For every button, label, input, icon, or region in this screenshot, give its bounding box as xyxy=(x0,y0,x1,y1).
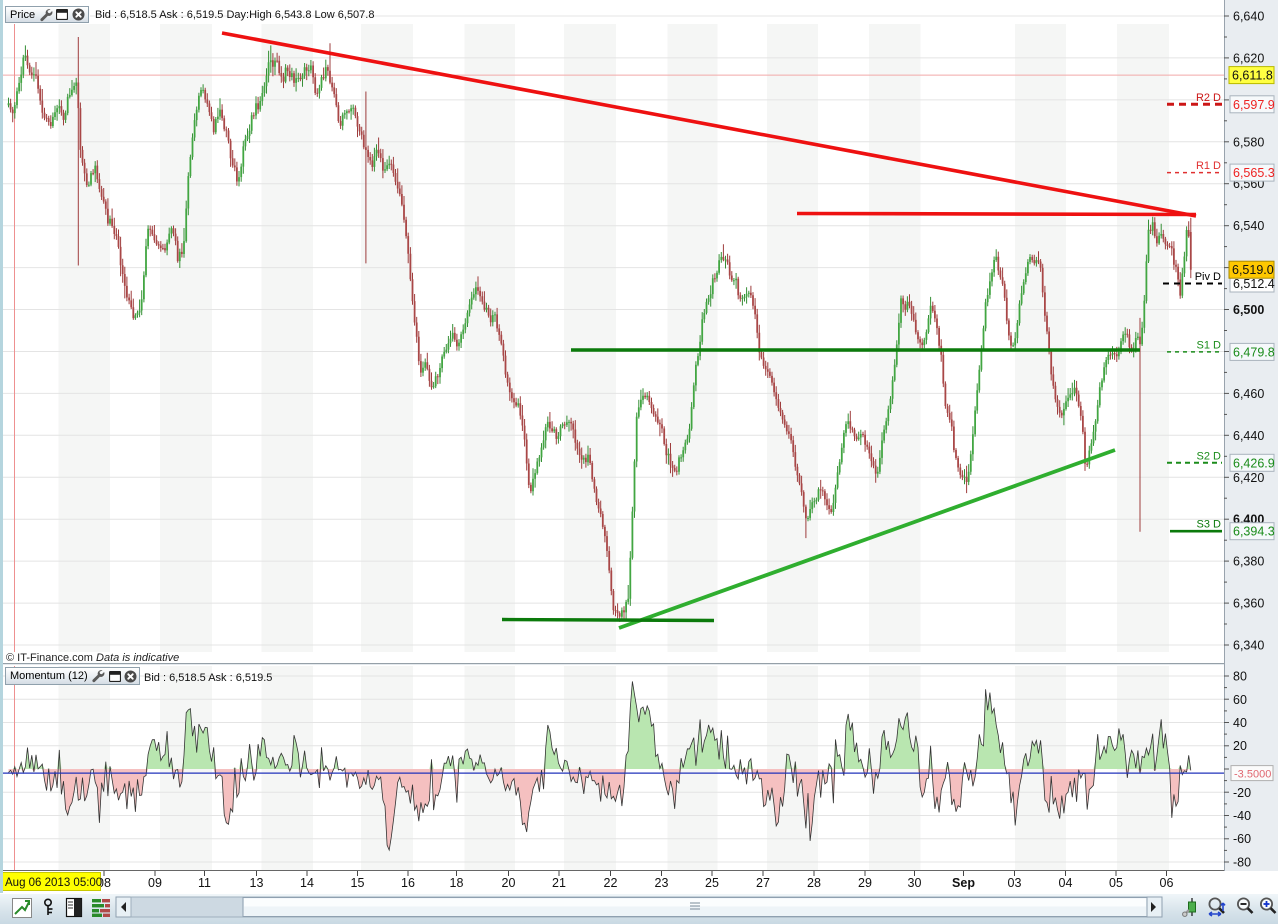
svg-text:23: 23 xyxy=(655,876,669,890)
svg-text:6,420: 6,420 xyxy=(1233,471,1264,485)
svg-text:18: 18 xyxy=(450,876,464,890)
svg-text:6,380: 6,380 xyxy=(1233,555,1264,569)
svg-text:R1 D: R1 D xyxy=(1196,160,1221,172)
svg-text:6,426.9: 6,426.9 xyxy=(1233,456,1275,470)
svg-text:-3.5000: -3.5000 xyxy=(1234,769,1271,781)
svg-text:6,500: 6,500 xyxy=(1233,303,1264,317)
svg-text:60: 60 xyxy=(1233,693,1247,707)
svg-text:20: 20 xyxy=(502,876,516,890)
svg-text:6,360: 6,360 xyxy=(1233,597,1264,611)
svg-text:R2 D: R2 D xyxy=(1196,92,1221,104)
svg-text:-60: -60 xyxy=(1233,832,1251,846)
svg-text:-40: -40 xyxy=(1233,809,1251,823)
svg-text:6,620: 6,620 xyxy=(1233,51,1264,65)
svg-text:6,340: 6,340 xyxy=(1233,639,1264,653)
svg-text:11: 11 xyxy=(198,876,211,890)
svg-text:20: 20 xyxy=(1233,739,1247,753)
svg-text:6,640: 6,640 xyxy=(1233,10,1264,24)
svg-text:Sep: Sep xyxy=(952,876,975,890)
svg-text:6,611.8: 6,611.8 xyxy=(1232,69,1273,83)
svg-text:21: 21 xyxy=(552,876,566,890)
svg-text:28: 28 xyxy=(807,876,821,890)
svg-text:16: 16 xyxy=(401,876,415,890)
svg-text:6,479.8: 6,479.8 xyxy=(1233,345,1275,359)
svg-text:Aug 06 2013 05:00: Aug 06 2013 05:00 xyxy=(5,877,102,889)
svg-text:6,540: 6,540 xyxy=(1233,219,1264,233)
svg-text:27: 27 xyxy=(756,876,770,890)
svg-text:05: 05 xyxy=(1109,876,1123,890)
svg-text:03: 03 xyxy=(1008,876,1022,890)
svg-text:6,394.3: 6,394.3 xyxy=(1233,525,1275,539)
svg-text:6,440: 6,440 xyxy=(1233,429,1264,443)
svg-text:S2 D: S2 D xyxy=(1197,450,1222,462)
svg-text:6,519.0: 6,519.0 xyxy=(1232,263,1274,277)
svg-text:22: 22 xyxy=(604,876,618,890)
svg-text:6,580: 6,580 xyxy=(1233,135,1264,149)
svg-text:40: 40 xyxy=(1233,716,1247,730)
svg-text:S3 D: S3 D xyxy=(1197,519,1222,531)
svg-text:04: 04 xyxy=(1059,876,1073,890)
svg-text:Piv D: Piv D xyxy=(1195,271,1221,283)
svg-text:6,512.4: 6,512.4 xyxy=(1233,277,1275,291)
svg-text:09: 09 xyxy=(148,876,162,890)
svg-text:6,460: 6,460 xyxy=(1233,387,1264,401)
svg-text:15: 15 xyxy=(351,876,365,890)
svg-text:-20: -20 xyxy=(1233,786,1251,800)
svg-text:29: 29 xyxy=(858,876,872,890)
svg-text:14: 14 xyxy=(300,876,314,890)
svg-text:06: 06 xyxy=(1160,876,1174,890)
svg-text:13: 13 xyxy=(250,876,264,890)
svg-text:25: 25 xyxy=(705,876,719,890)
svg-text:80: 80 xyxy=(1233,670,1247,684)
svg-text:© IT-Finance.com Data is indic: © IT-Finance.com Data is indicative xyxy=(6,652,179,664)
svg-text:6,597.9: 6,597.9 xyxy=(1233,98,1275,112)
svg-text:6,565.3: 6,565.3 xyxy=(1233,166,1275,180)
svg-text:S1 D: S1 D xyxy=(1197,339,1222,351)
svg-text:30: 30 xyxy=(908,876,922,890)
svg-text:-80: -80 xyxy=(1233,856,1251,870)
